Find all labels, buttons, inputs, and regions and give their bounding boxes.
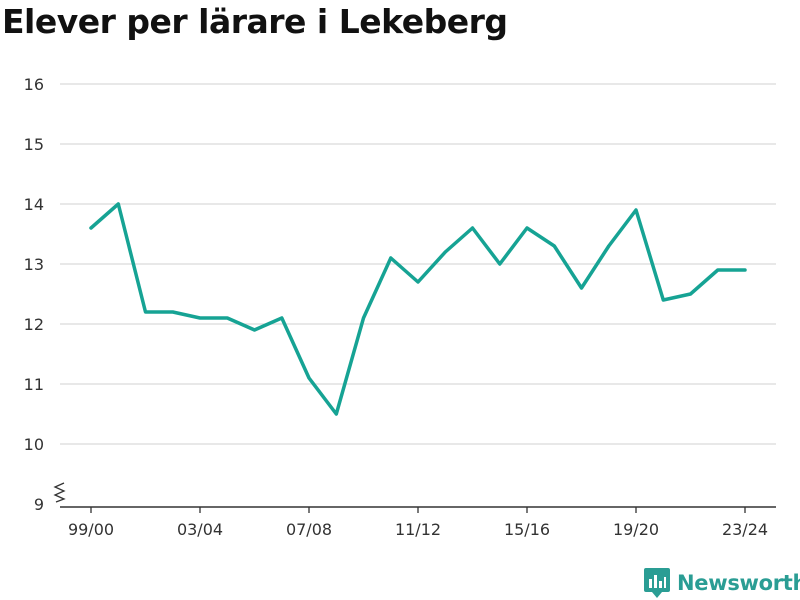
x-tick-label: 15/16	[504, 520, 550, 539]
data-point	[716, 268, 720, 272]
data-point	[198, 316, 202, 320]
data-point	[634, 208, 638, 212]
data-point	[743, 268, 747, 272]
y-tick-label: 9	[34, 495, 44, 514]
x-tick-label: 99/00	[68, 520, 114, 539]
data-point	[661, 298, 665, 302]
data-point	[144, 310, 147, 314]
y-tick-label: 14	[24, 195, 44, 214]
data-point	[471, 226, 474, 230]
x-tick-label: 07/08	[286, 520, 332, 539]
brand-name: Newsworthy	[677, 571, 800, 595]
y-tick-label: 12	[24, 315, 44, 334]
data-point	[280, 316, 284, 320]
newsworthy-logo-icon	[644, 568, 670, 598]
data-point	[689, 292, 692, 296]
series-line	[89, 202, 747, 416]
y-axis: 9 10 11 12 13 14 15 16	[24, 75, 66, 514]
data-point	[416, 280, 420, 284]
y-tick-label: 16	[24, 75, 44, 94]
data-point	[89, 226, 93, 230]
data-point	[253, 328, 256, 332]
data-point	[334, 412, 338, 416]
data-point	[389, 256, 393, 260]
y-tick-label: 15	[24, 135, 44, 154]
data-point	[225, 316, 229, 320]
axis-break-icon	[53, 482, 66, 503]
data-point	[607, 244, 611, 248]
x-tick-label: 11/12	[395, 520, 441, 539]
series-group	[89, 202, 747, 416]
x-tick-label: 23/24	[722, 520, 768, 539]
data-point	[498, 262, 502, 266]
data-point	[525, 226, 529, 230]
data-point	[552, 244, 556, 248]
x-axis: 99/00 03/04 07/08 11/12 15/16 19/20 23/24	[60, 506, 776, 539]
chart-title: Elever per lärare i Lekeberg	[2, 2, 508, 41]
data-point	[580, 286, 583, 290]
brand: Newsworthy	[644, 568, 800, 598]
data-point	[362, 316, 365, 320]
x-tick-label: 03/04	[177, 520, 223, 539]
y-tick-label: 13	[24, 255, 44, 274]
gridlines	[60, 83, 776, 445]
x-tick-label: 19/20	[613, 520, 659, 539]
data-point	[171, 310, 175, 314]
data-point	[443, 250, 447, 254]
y-tick-label: 10	[24, 435, 44, 454]
data-point	[307, 376, 311, 380]
y-tick-label: 11	[24, 375, 44, 394]
data-point	[116, 202, 120, 206]
